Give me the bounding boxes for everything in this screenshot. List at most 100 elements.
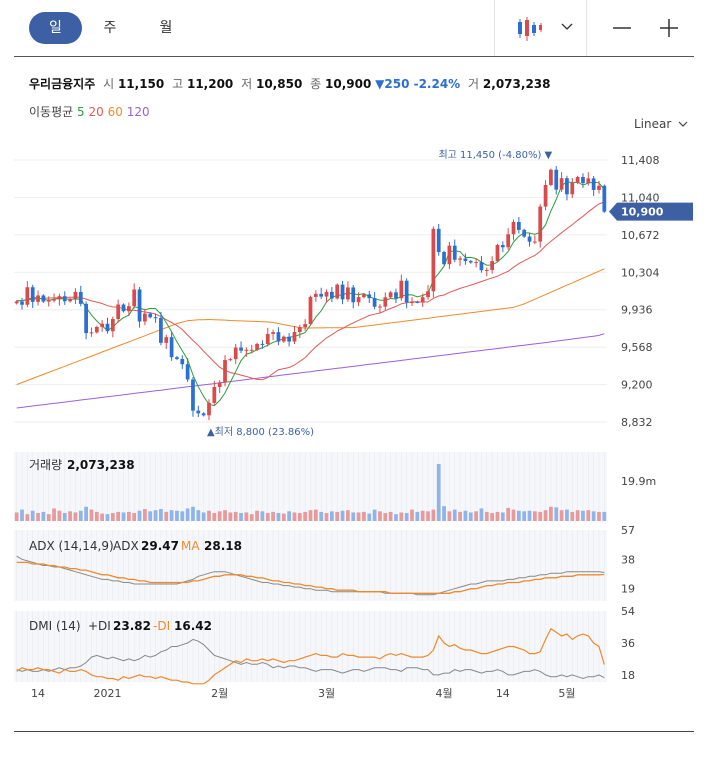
candle-body — [570, 182, 575, 195]
candle-body — [217, 382, 222, 388]
candle-body — [367, 294, 372, 299]
candle-body — [554, 169, 559, 190]
ma-120: 120 — [126, 105, 150, 119]
ma-60: 60 — [107, 105, 123, 119]
volume-bar — [297, 513, 302, 521]
volume-bar — [73, 512, 78, 521]
volume-bar — [265, 513, 270, 521]
volume-bar — [228, 512, 233, 521]
candle-body — [597, 185, 601, 190]
candle-body — [180, 358, 185, 365]
volume-bar — [490, 513, 495, 521]
volume-bar — [116, 511, 121, 521]
volume-bar — [575, 510, 580, 521]
x-tick-label: 5월 — [558, 687, 575, 700]
x-tick-label: 14 — [31, 687, 45, 700]
zoom-in-button[interactable] — [657, 17, 681, 39]
candle-body — [431, 228, 436, 292]
volume-bar — [597, 511, 601, 521]
candle-body — [191, 379, 195, 411]
tab-month[interactable]: 월 — [159, 20, 173, 36]
candle-body — [57, 296, 62, 300]
volume-bar — [559, 510, 564, 521]
volume-bar — [581, 510, 585, 521]
candle-body — [41, 295, 46, 302]
volume-bar — [308, 510, 313, 521]
volume-bar — [196, 510, 201, 521]
candle-body — [447, 245, 452, 265]
candle-body — [420, 297, 425, 303]
adx-title: ADX (14,14,9) — [29, 539, 114, 553]
candle-body — [281, 336, 286, 342]
volume-bar — [303, 511, 308, 521]
x-tick-label: 3월 — [318, 687, 335, 700]
candle-body — [46, 300, 51, 302]
tab-day[interactable]: 일 — [29, 12, 82, 44]
candle-body — [533, 241, 537, 243]
adx-ma-line — [16, 561, 605, 594]
candle-body — [410, 301, 414, 303]
volume-tick-label: 19.9m — [621, 475, 656, 488]
price-tick-label: 11,408 — [621, 154, 660, 167]
volume-bar — [313, 509, 318, 521]
volume-bar — [105, 514, 110, 521]
adx-line — [16, 555, 605, 596]
candle-body — [372, 298, 377, 307]
candle-body — [30, 287, 35, 302]
candle-body — [426, 291, 430, 298]
chevron-down-icon — [561, 23, 573, 30]
volume-bar — [191, 506, 195, 521]
volume-bar — [591, 511, 596, 521]
candle-body — [175, 357, 179, 359]
volume-bar — [527, 510, 532, 521]
candle-body — [442, 252, 446, 265]
candle-body — [244, 349, 249, 351]
price-tick-label: 8,832 — [621, 416, 653, 429]
candle-body — [340, 284, 345, 300]
candle-body — [153, 317, 158, 319]
volume-bar — [415, 511, 420, 521]
candle-body — [329, 291, 334, 299]
candle-body — [490, 261, 495, 270]
volume-bar — [324, 513, 329, 521]
moving-average-legend: 이동평균 5 20 60 120 — [29, 103, 150, 120]
zoom-out-button[interactable] — [610, 17, 634, 39]
volume-bar — [452, 509, 457, 521]
scale-label: Linear — [634, 117, 672, 131]
volume-bar — [121, 512, 126, 521]
candle-body — [260, 343, 265, 345]
volume-bar — [20, 509, 24, 521]
candle-body — [185, 364, 190, 380]
volume-bar — [565, 509, 569, 521]
close-value: 10,900 — [325, 77, 372, 91]
volume-bar — [110, 513, 115, 521]
scale-selector[interactable]: Linear — [634, 117, 688, 131]
volume-bar — [538, 511, 543, 521]
price-tick-label: 9,568 — [621, 341, 653, 354]
candle-body — [468, 261, 473, 263]
high-label: 고 — [172, 77, 184, 91]
volume-bar — [126, 511, 131, 521]
adx-tick-label: 19 — [621, 583, 635, 596]
volume-bar — [388, 511, 393, 521]
candle-body — [94, 326, 99, 333]
price-summary: 우리금융지주 시 11,150 고 11,200 저 10,850 종 10,9… — [29, 75, 551, 92]
candle-body — [25, 287, 30, 305]
candle-body — [62, 296, 67, 302]
chart-type-button[interactable] — [509, 12, 579, 44]
candle-body — [516, 221, 521, 230]
tab-week[interactable]: 주 — [103, 20, 117, 36]
volume-bar — [468, 512, 473, 521]
candle-body — [388, 292, 393, 298]
volume-bar — [57, 510, 62, 521]
candle-body — [148, 313, 153, 318]
candle-body — [292, 331, 297, 342]
candle-body — [565, 178, 569, 195]
volume-bar — [554, 507, 559, 521]
candle-body — [169, 337, 174, 358]
candle-body — [207, 402, 211, 416]
candle-body — [506, 234, 511, 248]
ma20-line — [16, 201, 605, 381]
volume-bar — [447, 511, 452, 521]
